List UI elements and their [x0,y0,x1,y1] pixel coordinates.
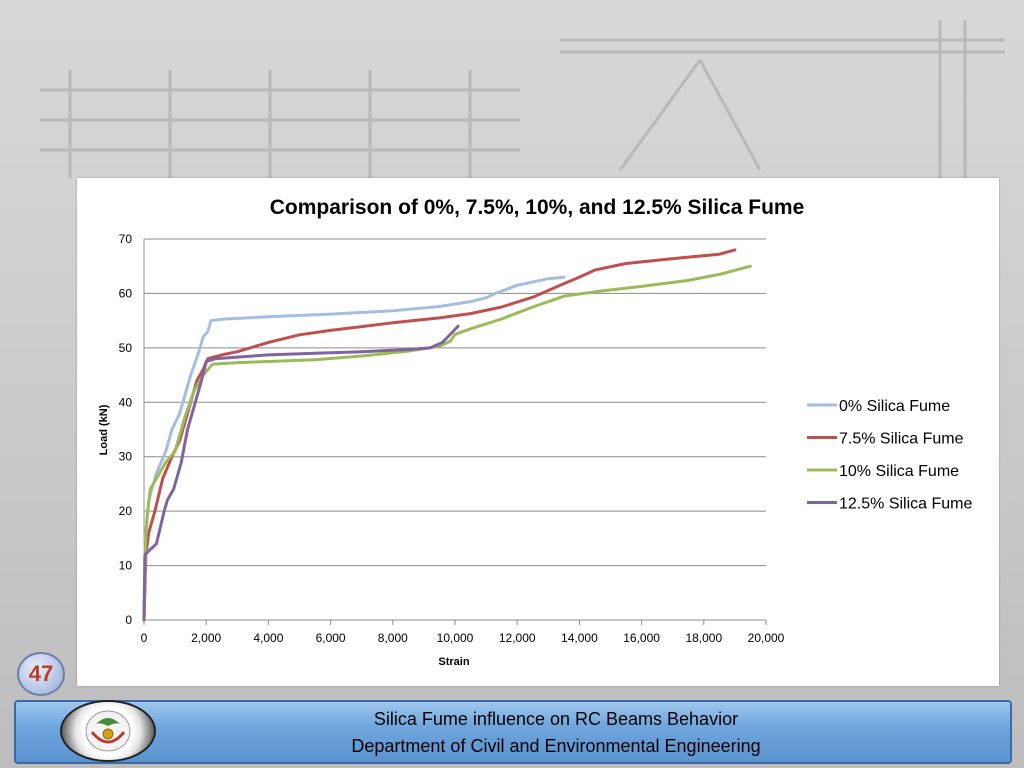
emblem-icon [85,710,131,752]
legend-label: 10% Silica Fume [839,463,959,480]
legend-item: 0% Silica Fume [807,398,950,415]
y-tick-label: 30 [119,450,133,464]
page-number-badge: 47 [17,652,65,696]
x-tick-label: 18,000 [685,631,722,645]
legend-item: 7.5% Silica Fume [807,431,964,448]
legend: 0% Silica Fume 7.5% Silica Fume 10% Silica… [807,398,972,513]
y-tick-label: 50 [119,341,133,355]
tick-labels: 0 10 20 30 40 50 60 70 0 2,000 4,000 6,000 8,000 10,0… [119,232,785,645]
footer-department: Department of Civil and Environmental En… [351,736,761,756]
legend-item: 10% Silica Fume [807,463,959,480]
y-tick-label: 40 [119,395,133,409]
footer-banner: Silica Fume influence on RC Beams Behavi… [14,700,1012,764]
legend-label: 7.5% Silica Fume [839,431,964,448]
legend-item: 12.5% Silica Fume [807,496,972,513]
x-tick-label: 6,000 [316,631,346,645]
line-chart: Comparison of 0%, 7.5%, 10%, and 12.5% S… [98,196,972,668]
y-tick-label: 60 [119,286,133,300]
footer-text: Silica Fume influence on RC Beams Behavi… [196,706,916,760]
series-line-1 [142,248,737,622]
footer-title: Silica Fume influence on RC Beams Behavi… [373,709,739,729]
axes [143,239,767,625]
legend-label: 12.5% Silica Fume [839,496,972,513]
x-tick-label: 16,000 [623,631,660,645]
x-tick-label: 12,000 [499,631,536,645]
grid-lines [144,238,766,567]
series-lines [142,248,752,622]
x-tick-label: 10,000 [437,631,474,645]
x-tick-label: 4,000 [253,631,283,645]
y-tick-label: 20 [119,504,133,518]
y-tick-label: 0 [125,613,132,627]
series-line-0 [142,275,566,622]
series-line-3 [142,324,460,622]
chart-title: Comparison of 0%, 7.5%, 10%, and 12.5% S… [270,196,805,219]
series-line-2 [142,264,752,622]
legend-label: 0% Silica Fume [839,398,950,415]
chart-panel: Comparison of 0%, 7.5%, 10%, and 12.5% S… [77,178,999,686]
x-tick-label: 8,000 [378,631,408,645]
y-tick-label: 10 [119,559,133,573]
x-tick-label: 0 [141,631,148,645]
x-tick-label: 14,000 [561,631,598,645]
x-tick-label: 20,000 [748,631,785,645]
y-axis-label: Load (kN) [98,404,110,455]
page-number: 47 [28,661,54,686]
x-tick-label: 2,000 [191,631,221,645]
university-logo [60,700,156,762]
y-tick-label: 70 [119,232,133,246]
x-axis-label: Strain [438,656,469,668]
